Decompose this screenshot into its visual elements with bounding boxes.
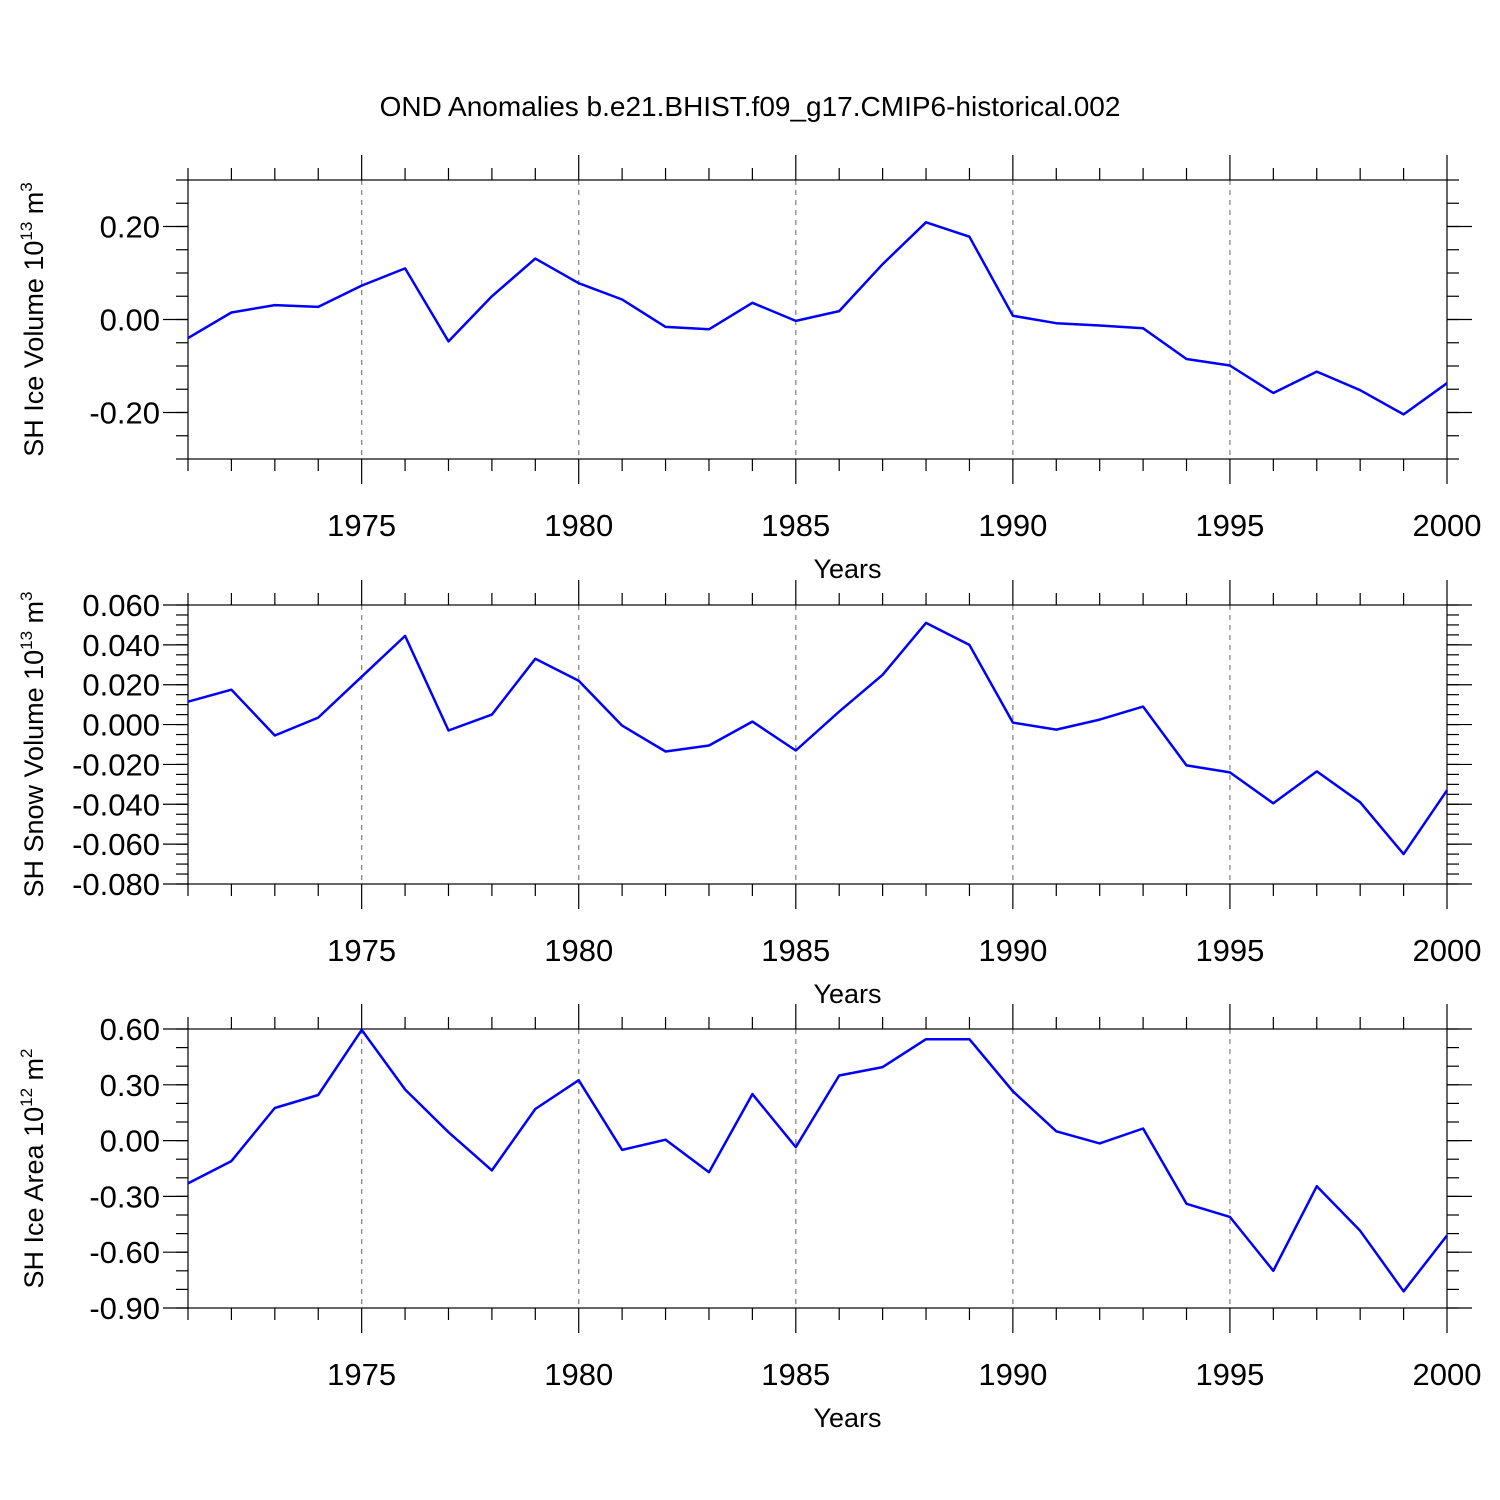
y-label-exponent: 13 xyxy=(17,222,36,241)
chart-panels: 1975 1980 1985 1990 1995 2000 Years -0.20 0.00 0.… xyxy=(17,155,1481,1433)
y-tick-label: 0.00 xyxy=(100,1124,160,1159)
y-axis-label: SH Ice Volume 1013 m3 xyxy=(17,182,49,457)
y-tick-label: 0.000 xyxy=(82,708,160,743)
x-tick-label: 1985 xyxy=(761,1357,830,1392)
y-tick-label: 0.60 xyxy=(100,1012,160,1047)
y-tick-label: -0.040 xyxy=(72,787,160,822)
x-tick-label: 2000 xyxy=(1413,933,1482,968)
y-label-unit-exponent: 3 xyxy=(17,182,36,191)
chart-title: OND Anomalies b.e21.BHIST.f09_g17.CMIP6-… xyxy=(380,91,1121,122)
series-line xyxy=(187,1028,1448,1293)
x-tick-label: 1980 xyxy=(544,1357,613,1392)
y-label-unit: m xyxy=(19,601,49,631)
x-tick-label: 2000 xyxy=(1413,508,1482,543)
x-tick-label: 1995 xyxy=(1195,508,1264,543)
y-label-exponent: 12 xyxy=(17,1088,36,1107)
x-tick-label: 2000 xyxy=(1413,1357,1482,1392)
y-label-text: SH Snow Volume 10 xyxy=(19,650,49,898)
x-tick-label: 1975 xyxy=(327,508,396,543)
y-tick-label: -0.020 xyxy=(72,747,160,782)
y-tick-label: 0.060 xyxy=(82,588,160,623)
x-tick-label: 1980 xyxy=(544,933,613,968)
x-tick-label: 1975 xyxy=(327,1357,396,1392)
x-axis-label: Years xyxy=(813,554,881,584)
y-tick-label: -0.060 xyxy=(72,827,160,862)
y-label-unit-exponent: 2 xyxy=(17,1049,36,1058)
y-axis-label: SH Ice Area 1012 m2 xyxy=(17,1049,49,1289)
x-axis-label: Years xyxy=(813,979,881,1009)
y-label-unit: m xyxy=(19,192,49,222)
x-tick-label: 1990 xyxy=(978,1357,1047,1392)
plot-frame xyxy=(187,604,1448,885)
y-label-exponent: 13 xyxy=(17,631,36,650)
y-tick-label: 0.30 xyxy=(100,1068,160,1103)
y-tick-label: -0.60 xyxy=(89,1235,160,1270)
x-tick-label: 1975 xyxy=(327,933,396,968)
panel-3: 1975 1980 1985 1990 1995 2000 Years -0.90 -0.60 -… xyxy=(17,1004,1481,1433)
x-tick-label: 1985 xyxy=(761,933,830,968)
y-tick-label: -0.20 xyxy=(89,396,160,431)
x-axis-label: Years xyxy=(813,1403,881,1433)
y-tick-label: -0.080 xyxy=(72,867,160,902)
y-label-text: SH Ice Volume 10 xyxy=(19,241,49,457)
x-tick-label: 1990 xyxy=(978,933,1047,968)
plot-frame xyxy=(187,179,1448,460)
y-tick-label: -0.90 xyxy=(89,1291,160,1326)
panel-1: 1975 1980 1985 1990 1995 2000 Years -0.20 0.00 0.… xyxy=(17,155,1481,584)
y-tick-label: -0.30 xyxy=(89,1179,160,1214)
y-label-unit: m xyxy=(19,1058,49,1088)
x-tick-label: 1995 xyxy=(1195,933,1264,968)
x-tick-label: 1995 xyxy=(1195,1357,1264,1392)
series-line xyxy=(187,621,1449,856)
x-tick-label: 1990 xyxy=(978,508,1047,543)
y-tick-label: 0.00 xyxy=(100,303,160,338)
y-label-text: SH Ice Area 10 xyxy=(19,1107,49,1289)
x-tick-label: 1980 xyxy=(544,508,613,543)
y-tick-label: 0.040 xyxy=(82,628,160,663)
y-label-unit-exponent: 3 xyxy=(17,591,36,600)
panel-2: 1975 1980 1985 1990 1995 2000 Years -0.080 -0.06… xyxy=(17,580,1481,1009)
y-axis-label: SH Snow Volume 1013 m3 xyxy=(17,591,49,897)
y-tick-label: 0.20 xyxy=(100,210,160,245)
plot-frame xyxy=(187,1028,1448,1309)
series-line xyxy=(187,221,1448,416)
y-tick-label: 0.020 xyxy=(82,668,160,703)
x-tick-label: 1985 xyxy=(761,508,830,543)
